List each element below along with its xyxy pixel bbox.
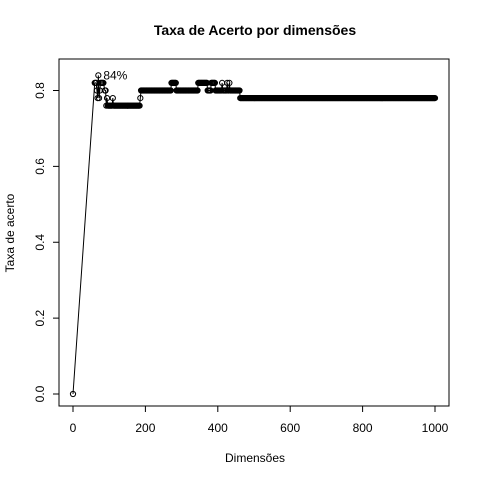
y-tick-label: 0.2	[33, 309, 47, 326]
y-tick-label: 0.0	[33, 385, 47, 402]
x-tick-label: 200	[135, 421, 155, 435]
series-line	[72, 75, 435, 395]
data-point	[431, 94, 439, 102]
data-point	[109, 94, 116, 102]
data-point	[136, 102, 143, 109]
data-point	[95, 72, 102, 79]
y-tick-label: 0.4	[33, 234, 47, 251]
data-point	[137, 94, 144, 102]
data-point	[102, 87, 109, 94]
y-tick-label: 0.8	[33, 82, 47, 99]
x-tick-label: 400	[208, 421, 228, 435]
data-point	[100, 79, 107, 87]
y-axis: 0.0 0.2 0.4 0.6 0.8	[33, 82, 60, 402]
x-tick-label: 600	[280, 421, 300, 435]
x-tick-label: 800	[353, 421, 373, 435]
plot-frame	[58, 58, 450, 407]
peak-annotation: 84%	[103, 68, 127, 82]
y-axis-label: Taxa de acerto	[3, 193, 17, 272]
x-axis-label: Dimensões	[225, 451, 285, 465]
x-tick-label: 1000	[422, 421, 449, 435]
x-axis: 0 200 400 600 800 1000	[70, 405, 449, 435]
data-point	[224, 79, 231, 87]
data-point	[236, 87, 243, 94]
chart-title: Taxa de Acerto por dimensões	[154, 22, 356, 38]
data-point	[103, 94, 111, 102]
data-point	[69, 390, 77, 398]
plot-area	[69, 72, 439, 398]
data-point	[226, 79, 233, 87]
x-tick-label: 0	[70, 421, 77, 435]
data-point	[172, 79, 179, 87]
data-point	[93, 87, 100, 94]
data-point	[95, 94, 103, 102]
y-tick-label: 0.6	[33, 158, 47, 175]
data-point	[167, 87, 174, 94]
data-point	[211, 79, 218, 87]
data-point	[194, 87, 201, 94]
